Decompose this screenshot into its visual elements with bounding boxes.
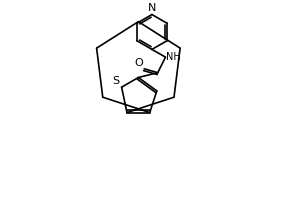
Text: NH: NH <box>167 52 181 62</box>
Text: O: O <box>134 58 143 68</box>
Text: N: N <box>148 3 156 13</box>
Text: S: S <box>112 76 120 86</box>
